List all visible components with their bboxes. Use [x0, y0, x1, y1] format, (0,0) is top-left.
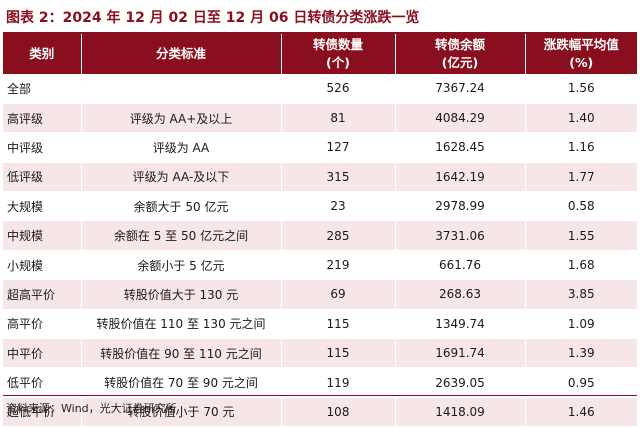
- row-criterion: 转股价值在 70 至 90 元之间: [81, 367, 282, 398]
- row-count: 526: [281, 74, 396, 104]
- row-balance: 2978.99: [395, 191, 526, 222]
- table-row: 中平价 转股价值在 90 至 110 元之间 115 1691.74 1.39: [3, 338, 637, 369]
- row-criterion: 余额在 5 至 50 亿元之间: [81, 220, 282, 251]
- row-criterion: 评级为 AA: [81, 132, 282, 163]
- row-change: 0.58: [525, 191, 637, 222]
- row-count: 219: [281, 250, 396, 281]
- source-note: 资料来源：Wind，光大证券研究所: [6, 402, 177, 415]
- table-row: 大规模 余额大于 50 亿元 23 2978.99 0.58: [3, 191, 637, 222]
- row-balance: 4084.29: [395, 103, 526, 134]
- row-balance: 2639.05: [395, 367, 526, 398]
- row-balance: 7367.24: [395, 74, 526, 104]
- row-count: 127: [281, 132, 396, 163]
- row-change: 1.16: [525, 132, 637, 163]
- header-category: 类别: [3, 34, 82, 74]
- row-category: 中评级: [3, 132, 82, 163]
- row-balance: 268.63: [395, 279, 526, 310]
- table-row: 低评级 评级为 AA-及以下 315 1642.19 1.77: [3, 162, 637, 193]
- table-row: 小规模 余额小于 5 亿元 219 661.76 1.68: [3, 250, 637, 281]
- row-category: 低平价: [3, 367, 82, 398]
- row-count: 315: [281, 162, 396, 193]
- header-row: 类别 分类标准 转债数量 (个) 转债余额 (亿元) 涨跌幅平均值 (%): [3, 34, 637, 74]
- row-change: 1.68: [525, 250, 637, 281]
- convertible-bond-table: 类别 分类标准 转债数量 (个) 转债余额 (亿元) 涨跌幅平均值 (%) 全部 526…: [3, 34, 637, 427]
- row-count: 69: [281, 279, 396, 310]
- row-criterion: 评级为 AA+及以上: [81, 103, 282, 134]
- row-criterion: 评级为 AA-及以下: [81, 162, 282, 193]
- figure-title: 图表 2：2024 年 12 月 02 日至 12 月 06 日转债分类涨跌一览: [6, 10, 420, 26]
- table-row: 中规模 余额在 5 至 50 亿元之间 285 3731.06 1.55: [3, 220, 637, 251]
- row-criterion: 转股价值大于 130 元: [81, 279, 282, 310]
- row-count: 108: [281, 397, 396, 427]
- row-change: 3.85: [525, 279, 637, 310]
- row-count: 115: [281, 338, 396, 369]
- bottom-rule: [3, 395, 637, 396]
- row-criterion: 余额小于 5 亿元: [81, 250, 282, 281]
- row-change: 0.95: [525, 367, 637, 398]
- table-row: 低平价 转股价值在 70 至 90 元之间 119 2639.05 0.95: [3, 367, 637, 398]
- row-category: 小规模: [3, 250, 82, 281]
- row-change: 1.09: [525, 309, 637, 340]
- row-balance: 1691.74: [395, 338, 526, 369]
- row-count: 23: [281, 191, 396, 222]
- row-count: 285: [281, 220, 396, 251]
- row-category: 超高平价: [3, 279, 82, 310]
- row-criterion: 转股价值在 110 至 130 元之间: [81, 309, 282, 340]
- row-count: 81: [281, 103, 396, 134]
- row-category: 大规模: [3, 191, 82, 222]
- row-balance: 1418.09: [395, 397, 526, 427]
- row-balance: 661.76: [395, 250, 526, 281]
- header-count: 转债数量 (个): [281, 34, 396, 74]
- row-balance: 1628.45: [395, 132, 526, 163]
- header-criterion: 分类标准: [81, 34, 282, 74]
- row-count: 119: [281, 367, 396, 398]
- row-change: 1.77: [525, 162, 637, 193]
- table-row: 超高平价 转股价值大于 130 元 69 268.63 3.85: [3, 279, 637, 310]
- header-balance: 转债余额 (亿元): [395, 34, 526, 74]
- row-change: 1.46: [525, 397, 637, 427]
- row-change: 1.39: [525, 338, 637, 369]
- row-category: 低评级: [3, 162, 82, 193]
- row-change: 1.56: [525, 74, 637, 104]
- row-change: 1.40: [525, 103, 637, 134]
- row-category: 高评级: [3, 103, 82, 134]
- row-criterion: 转股价值在 90 至 110 元之间: [81, 338, 282, 369]
- header-change: 涨跌幅平均值 (%): [525, 34, 637, 74]
- table-row: 高平价 转股价值在 110 至 130 元之间 115 1349.74 1.09: [3, 309, 637, 340]
- table-row: 全部 526 7367.24 1.56: [3, 74, 637, 104]
- row-category: 高平价: [3, 309, 82, 340]
- row-category: 中平价: [3, 338, 82, 369]
- row-category: 全部: [3, 74, 82, 104]
- title-rule: [3, 32, 637, 34]
- table-row: 中评级 评级为 AA 127 1628.45 1.16: [3, 132, 637, 163]
- row-count: 115: [281, 309, 396, 340]
- row-balance: 1642.19: [395, 162, 526, 193]
- row-balance: 3731.06: [395, 220, 526, 251]
- row-change: 1.55: [525, 220, 637, 251]
- row-criterion: [81, 74, 282, 104]
- row-category: 中规模: [3, 220, 82, 251]
- row-balance: 1349.74: [395, 309, 526, 340]
- table-row: 高评级 评级为 AA+及以上 81 4084.29 1.40: [3, 103, 637, 134]
- row-criterion: 余额大于 50 亿元: [81, 191, 282, 222]
